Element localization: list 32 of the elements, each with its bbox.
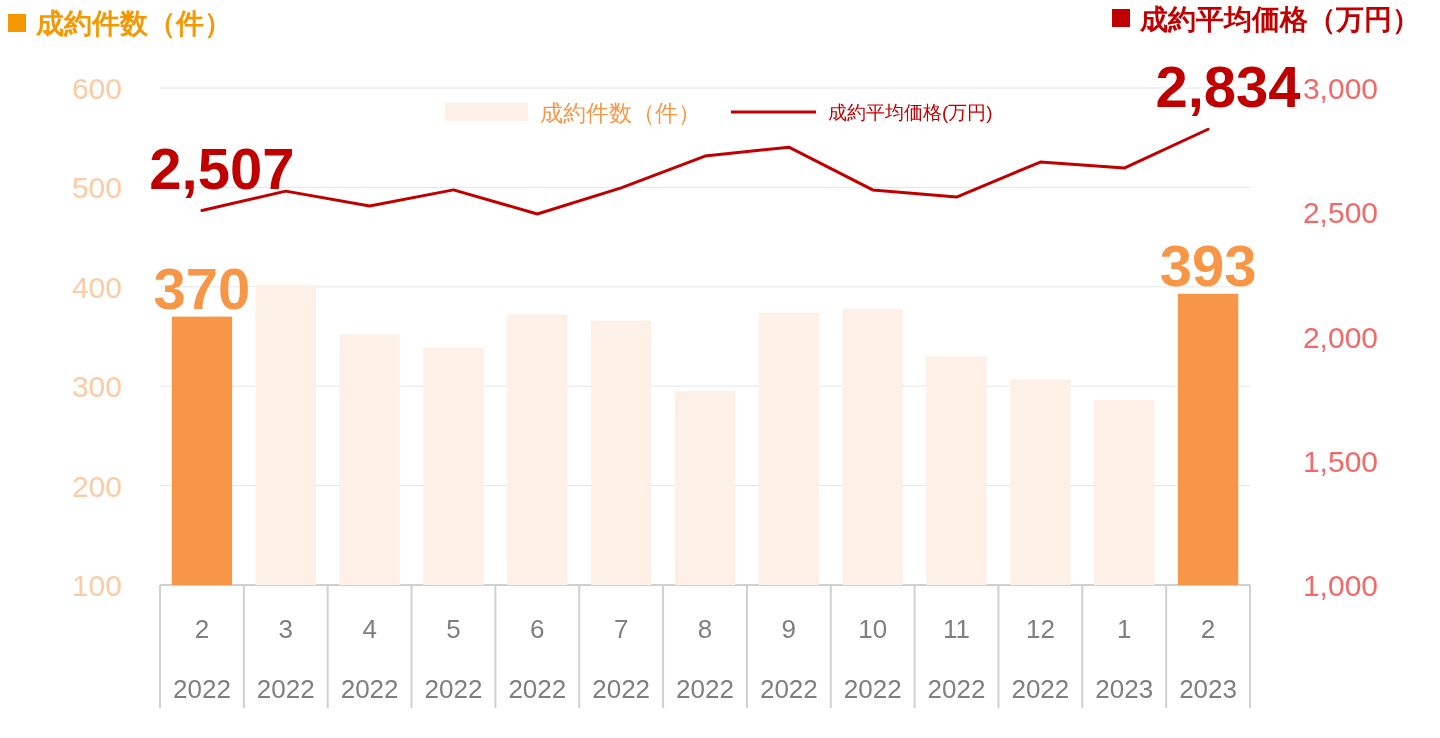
legend-label: 成約件数（件）	[540, 100, 701, 126]
x-tick-label: 7 2022	[592, 614, 651, 704]
y2-tick-label: 2,500	[1302, 196, 1378, 230]
x-tick-label: 6 2022	[508, 614, 567, 704]
x-tick-label: 8 2022	[676, 614, 734, 704]
y-tick-label: 100	[71, 569, 122, 602]
x-tick-label: 5 2022	[424, 614, 483, 704]
x-tick-label: 11 2022	[927, 614, 986, 704]
data-label: 2,507	[149, 135, 295, 201]
y2-axis-title: 成約平均価格（万円）	[1139, 4, 1420, 35]
x-tick-label: 4 2022	[340, 614, 399, 704]
data-label: 2,834	[1155, 54, 1301, 120]
y-tick-label: 400	[71, 270, 122, 304]
data-label: 393	[1159, 232, 1257, 298]
y-tick-label: 300	[71, 370, 122, 404]
y2-tick-label: 1,500	[1302, 444, 1378, 478]
y2-tick-label: 3,000	[1302, 72, 1378, 105]
x-tick-label: 2 2022	[173, 614, 231, 704]
y2-tick-label: 1,000	[1302, 569, 1378, 602]
legend-label: 成約平均価格(万円)	[828, 102, 993, 123]
x-tick-label: 1 2023	[1095, 614, 1154, 704]
y2-tick-label: 2,000	[1302, 320, 1378, 354]
x-tick-label: 2 2023	[1179, 614, 1237, 704]
data-label: 370	[153, 255, 251, 321]
x-tick-label: 9 2022	[759, 614, 818, 704]
y-axis-title: 成約件数（件）	[35, 8, 232, 39]
x-tick-label: 3 2022	[256, 614, 315, 704]
y-tick-label: 200	[71, 469, 122, 503]
y-tick-label: 600	[71, 72, 122, 105]
x-tick-label: 12 2022	[1011, 614, 1070, 704]
x-tick-label: 10 2022	[843, 614, 902, 704]
y-tick-label: 500	[71, 171, 122, 205]
